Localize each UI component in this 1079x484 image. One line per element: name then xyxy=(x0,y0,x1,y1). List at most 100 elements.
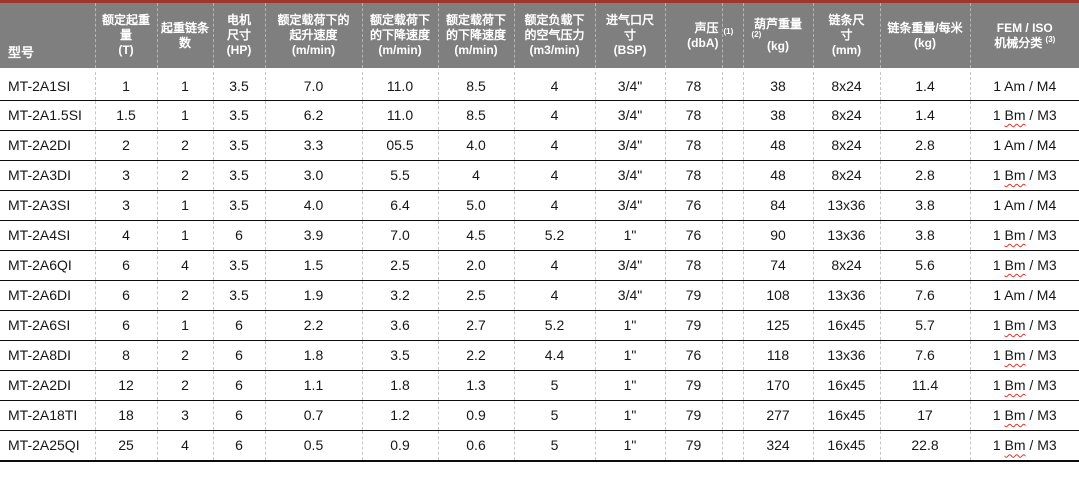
cell-chain_size: 13x36 xyxy=(813,220,881,251)
cell-lift_speed: 0.7 xyxy=(265,400,363,431)
cell-fem_iso: 1 Bm / M3 xyxy=(970,340,1079,371)
col-header-unit: (kg) xyxy=(914,35,936,50)
col-header-air_pressure: 额定负载下 的空气压力 (m3/min) xyxy=(514,3,596,72)
cell-lower_speed_b: 4 xyxy=(438,160,515,191)
col-header-label: 额定载荷下的 起升速度 xyxy=(277,13,350,42)
col-header-label: 额定负载下 的空气压力 xyxy=(524,13,585,42)
cell-lower_speed_b: 8.5 xyxy=(438,100,515,131)
cell-capacity: 25 xyxy=(95,430,158,460)
cell-chain_weight: 11.4 xyxy=(880,370,971,401)
cell-chains: 1 xyxy=(157,190,214,221)
cell-fem_iso: 1 Bm / M3 xyxy=(970,100,1079,131)
cell-chains: 2 xyxy=(157,370,214,401)
cell-air_pressure: 4 xyxy=(514,280,596,311)
cell-model: MT-2A8DI xyxy=(0,340,96,371)
col-header-label: 额定载荷下 的下降速度 xyxy=(445,13,506,42)
cell-note1 xyxy=(722,130,744,161)
cell-motor: 3.5 xyxy=(213,130,266,161)
cell-lift_speed: 1.1 xyxy=(265,370,363,401)
cell-sound: 76 xyxy=(665,220,723,251)
cell-chain_size: 13x36 xyxy=(813,190,881,221)
cell-motor: 6 xyxy=(213,370,266,401)
cell-fem_iso: 1 Bm / M3 xyxy=(970,220,1079,251)
cell-motor: 3.5 xyxy=(213,160,266,191)
cell-lift_speed: 1.9 xyxy=(265,280,363,311)
cell-air_inlet: 1" xyxy=(595,310,666,341)
cell-lift_speed: 4.0 xyxy=(265,190,363,221)
cell-hoist_weight: 277 xyxy=(743,400,814,431)
cell-lower_speed_a: 11.0 xyxy=(362,70,439,101)
cell-chain_weight: 17 xyxy=(880,400,971,431)
cell-motor: 6 xyxy=(213,310,266,341)
cell-air_pressure: 4 xyxy=(514,190,596,221)
cell-lower_speed_a: 2.5 xyxy=(362,250,439,281)
cell-lower_speed_a: 3.2 xyxy=(362,280,439,311)
misspelled-word: Bm xyxy=(1004,377,1026,393)
col-header-unit: (T) xyxy=(118,43,134,57)
col-header-unit: (kg) xyxy=(767,39,789,53)
cell-chain_size: 16x45 xyxy=(813,310,881,341)
col-header-label: 链条尺 寸 xyxy=(828,13,865,42)
cell-fem_iso: 1 Bm / M3 xyxy=(992,437,1057,454)
table-row: MT-2A18TI 18 3 6 0.7 1.2 0.9 5 1" 79 277 16x45 17 1 B… xyxy=(0,400,1079,431)
misspelled-word: Bm xyxy=(1004,167,1026,183)
cell-air_inlet: 3/4" xyxy=(595,250,666,281)
misspelled-word: Bm xyxy=(1004,107,1026,123)
col-header-unit: (mm) xyxy=(831,43,862,57)
cell-model: MT-2A25QI xyxy=(0,430,96,460)
cell-note1 xyxy=(722,370,744,401)
cell-lower_speed_a: 3.6 xyxy=(362,310,439,341)
cell-motor: 6 xyxy=(213,400,266,431)
cell-lower_speed_b: 2.2 xyxy=(438,340,515,371)
cell-lift_speed: 3.0 xyxy=(265,160,363,191)
cell-sound: 78 xyxy=(665,250,723,281)
cell-hoist_weight: 48 xyxy=(743,160,814,191)
cell-motor: 6 xyxy=(213,340,266,371)
cell-chain_weight: 7.6 xyxy=(880,280,971,311)
cell-note1 xyxy=(722,340,744,371)
col-header-label: 进气口尺 寸 xyxy=(605,13,654,42)
cell-model: MT-2A18TI xyxy=(0,400,96,431)
cell-model: MT-2A6DI xyxy=(0,280,96,311)
cell-air_pressure: 5 xyxy=(514,370,596,401)
cell-chain_size: 16x45 xyxy=(813,400,881,431)
col-header-chain_size: 链条尺 寸 (mm) xyxy=(813,3,881,72)
col-header-chains: 起重链条 数 xyxy=(157,3,214,72)
cell-sound: 79 xyxy=(665,400,723,431)
cell-air_pressure: 4 xyxy=(514,250,596,281)
cell-air_pressure: 4 xyxy=(514,160,596,191)
cell-fem_iso: 1 Am / M4 xyxy=(970,190,1079,221)
cell-model: MT-2A3SI xyxy=(0,190,96,221)
cell-lower_speed_b: 4.5 xyxy=(438,220,515,251)
col-header-motor: 电机 尺寸 (HP) xyxy=(213,3,266,72)
col-header-label: FEM / ISO 机械分类 (3) xyxy=(994,20,1056,50)
col-header-model: 型号 xyxy=(0,3,96,72)
cell-lower_speed_a: 3.5 xyxy=(362,340,439,371)
table-row: MT-2A6DI 6 2 3.5 1.9 3.2 2.5 4 3/4" 79 108 13x36 7.6… xyxy=(0,280,1079,311)
misspelled-word: Bm xyxy=(1004,317,1026,333)
cell-hoist_weight: 74 xyxy=(743,250,814,281)
cell-fem_iso: 1 Am / M4 xyxy=(970,70,1079,101)
cell-chain_weight: 2.8 xyxy=(880,130,971,161)
cell-air_inlet: 1" xyxy=(595,370,666,401)
cell-hoist_weight: 125 xyxy=(743,310,814,341)
cell-model: MT-2A2DI xyxy=(0,370,96,401)
cell-air_inlet: 3/4" xyxy=(595,160,666,191)
col-header-label: 葫芦重量 xyxy=(753,17,802,31)
cell-air_pressure: 4 xyxy=(514,100,596,131)
cell-note1 xyxy=(722,430,744,460)
cell-capacity: 6 xyxy=(95,310,158,341)
cell-chain_size: 8x24 xyxy=(813,160,881,191)
cell-lower_speed_b: 2.5 xyxy=(438,280,515,311)
col-header-lift_speed: 额定载荷下的 起升速度 (m/min) xyxy=(265,3,363,72)
cell-air_pressure: 5.2 xyxy=(514,220,596,251)
cell-chain_size: 8x24 xyxy=(813,100,881,131)
cell-lower_speed_a: 7.0 xyxy=(362,220,439,251)
cell-chain_weight: 7.6 xyxy=(880,340,971,371)
cell-capacity: 12 xyxy=(95,370,158,401)
cell-chain_size: 8x24 xyxy=(813,250,881,281)
col-header-label: 额定起重 量 xyxy=(101,13,150,42)
col-header-sound: 声压 (dbA) xyxy=(665,3,723,72)
cell-model: MT-2A6QI xyxy=(0,250,96,281)
hoist-spec-sheet: 型号 额定起重 量 (T) 起重链条 数电机 尺寸 (HP) 额定载荷下的 起升速度 (m/… xyxy=(0,0,1079,462)
